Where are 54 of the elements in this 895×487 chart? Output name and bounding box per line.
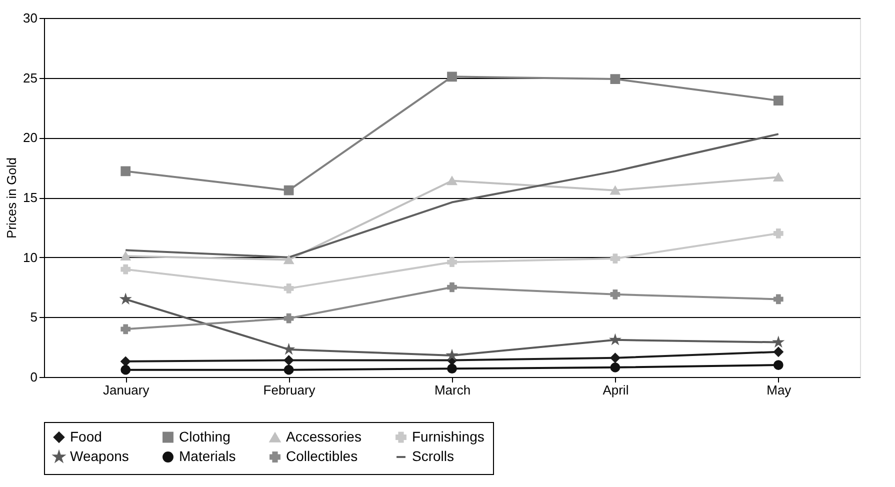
point — [120, 356, 131, 366]
point — [610, 334, 620, 344]
legend-label: Furnishings — [412, 428, 484, 444]
point — [447, 364, 457, 374]
x-tick-label: April — [602, 382, 629, 398]
point — [447, 282, 457, 292]
point — [284, 344, 294, 354]
x-tick-label: March — [434, 382, 471, 398]
point — [284, 313, 294, 324]
y-tick-label: 0 — [30, 370, 38, 384]
point — [773, 228, 784, 238]
point — [447, 257, 457, 268]
point — [773, 96, 784, 106]
point — [774, 337, 784, 346]
legend-label: Collectibles — [286, 448, 358, 464]
point — [120, 166, 131, 176]
point — [610, 186, 620, 195]
point — [284, 185, 294, 196]
point — [610, 289, 620, 300]
y-tick-label: 5 — [30, 310, 38, 325]
x-tick-label: January — [102, 382, 150, 398]
point — [773, 172, 784, 182]
point — [447, 72, 457, 82]
point — [120, 364, 131, 375]
legend-label: Food — [70, 428, 102, 444]
point — [120, 252, 131, 261]
y-tick-label: 10 — [23, 250, 38, 265]
point — [773, 294, 784, 304]
point — [610, 254, 620, 264]
x-tick-label: February — [263, 382, 316, 398]
point — [120, 294, 130, 304]
point — [284, 364, 294, 375]
y-axis-title: Prices in Gold — [4, 158, 20, 238]
point — [610, 362, 620, 372]
point — [773, 346, 784, 357]
legend-label: Accessories — [286, 428, 362, 445]
y-tick-label: 30 — [23, 10, 38, 26]
point — [120, 324, 131, 334]
point — [284, 284, 294, 294]
legend-label: Clothing — [179, 428, 230, 444]
point — [447, 176, 457, 186]
point — [773, 360, 784, 370]
legend-label: Weapons — [70, 448, 129, 464]
y-tick-label: 25 — [23, 70, 38, 86]
point — [120, 264, 131, 274]
y-tick-label: 20 — [23, 130, 38, 146]
legend-label: Materials — [179, 448, 236, 464]
point — [284, 255, 294, 264]
point — [610, 74, 620, 84]
point — [284, 355, 294, 366]
y-tick-label: 15 — [23, 190, 38, 205]
x-tick-label: May — [766, 382, 792, 398]
legend-label: Scrolls — [412, 448, 454, 464]
point — [610, 352, 620, 363]
